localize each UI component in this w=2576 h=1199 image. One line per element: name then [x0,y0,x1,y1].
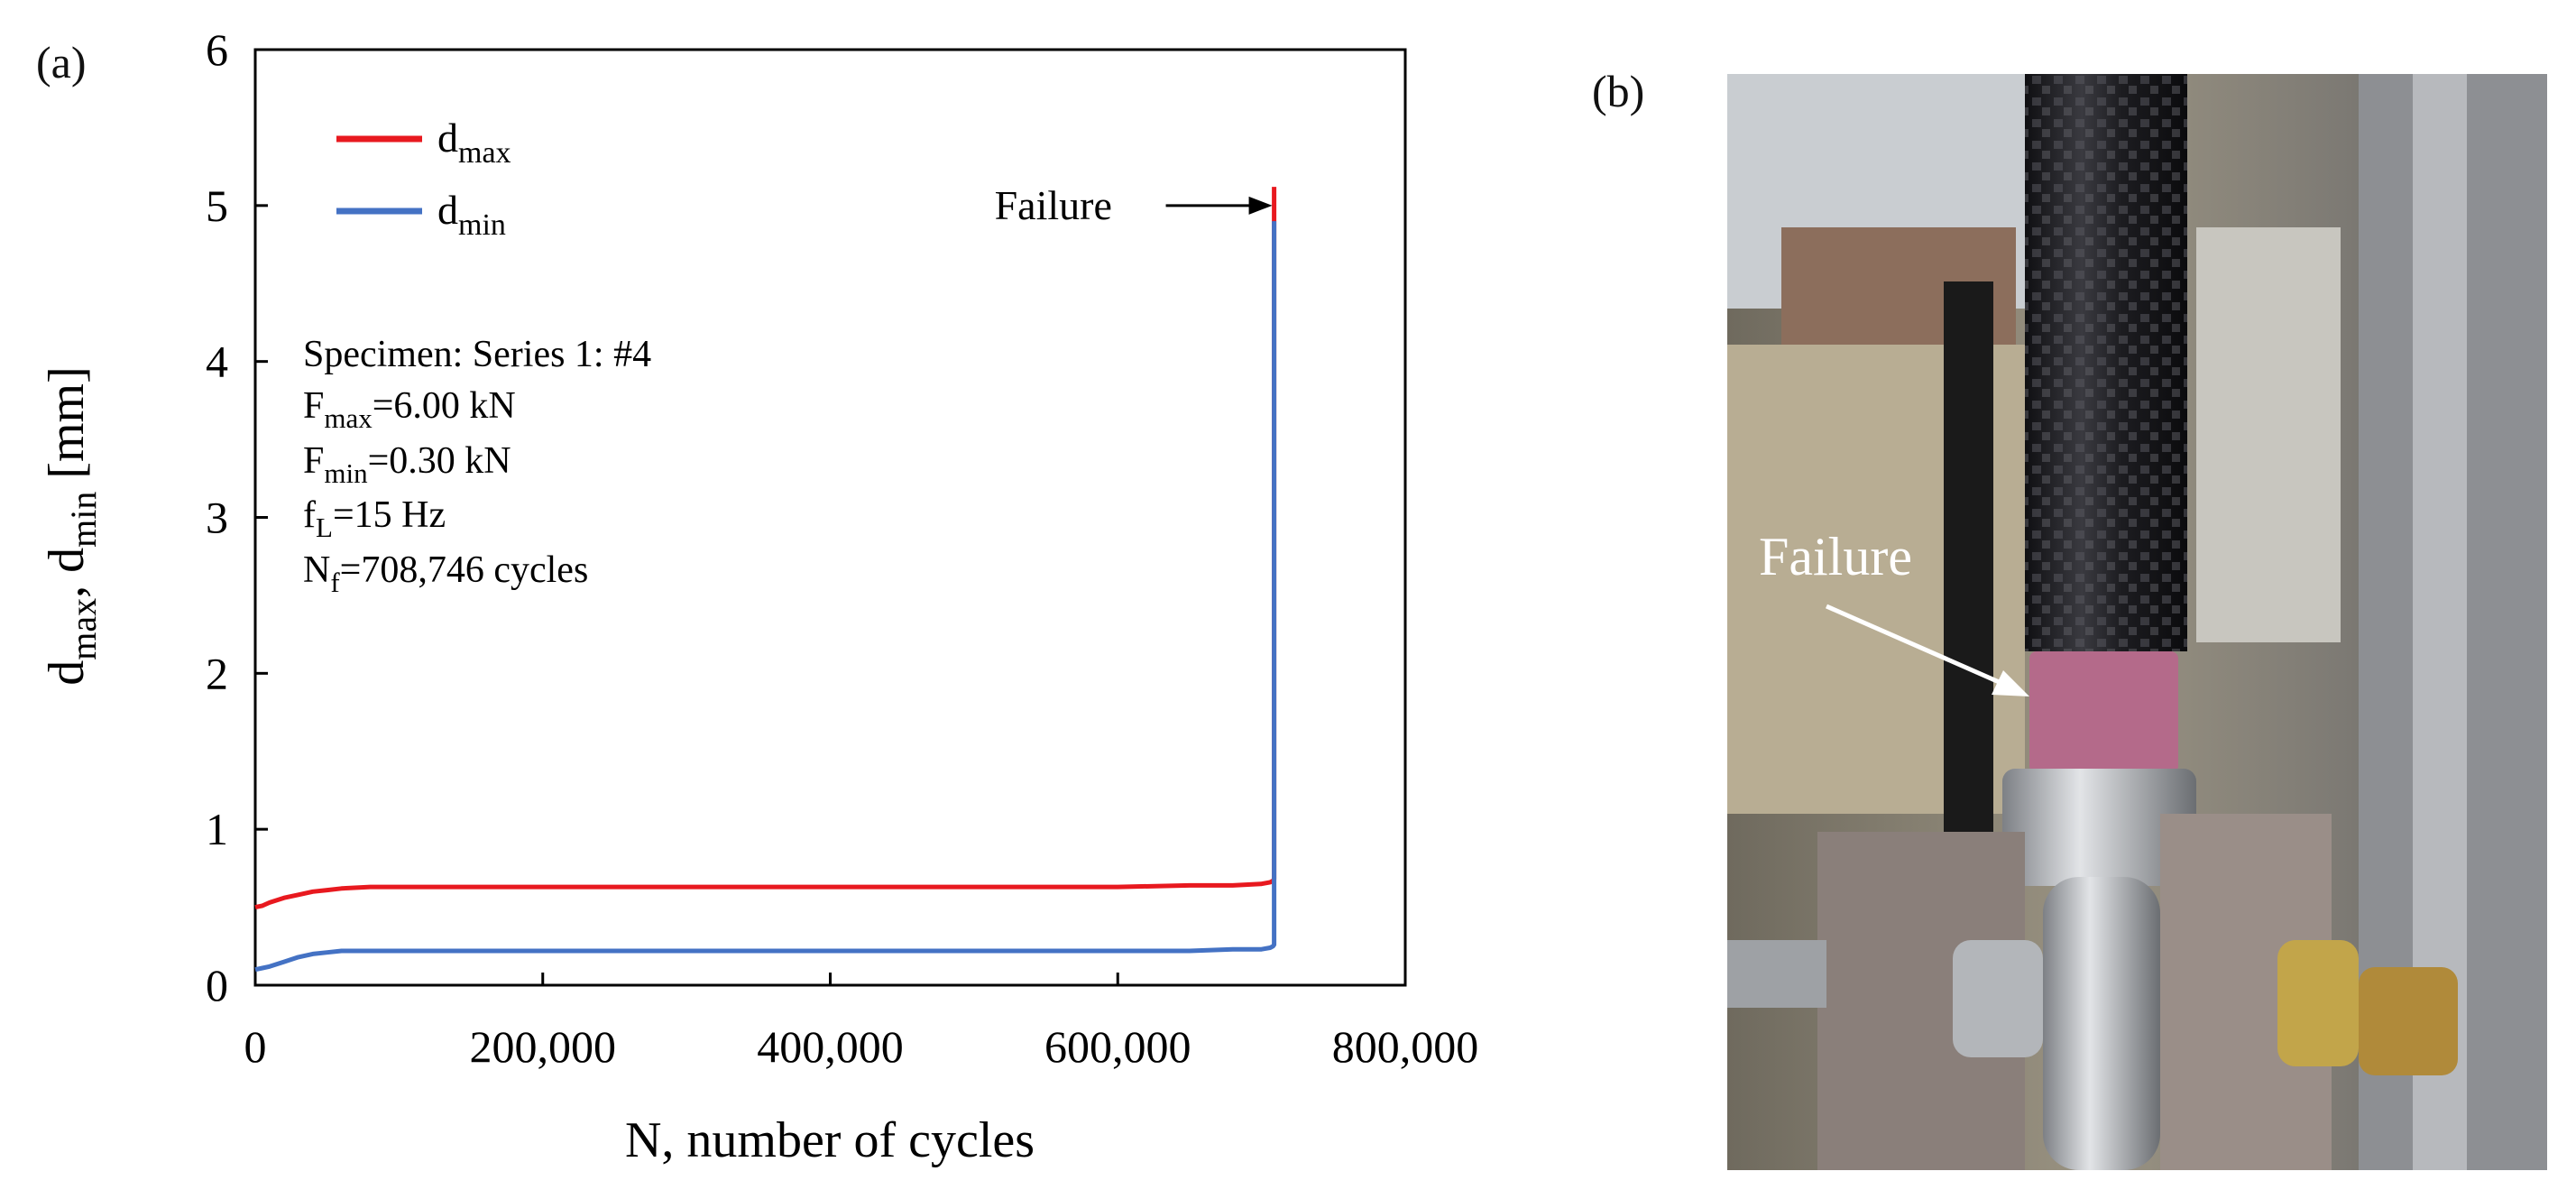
fatigue-chart: 0 200,000 400,000 600,000 800,000 0 1 2 3 4 5 6 N, … [39,24,1478,1168]
panel-label-b: (b) [1592,66,1645,116]
y-tick-label: 2 [206,648,228,698]
panel-label-a: (a) [36,37,87,88]
x-tick-label: 600,000 [1044,1021,1191,1072]
axis-ticks: 0 200,000 400,000 600,000 800,000 0 1 2 3 4 5 6 [206,24,1478,1072]
pink-collar [2029,651,2178,773]
y-tick-label: 5 [206,180,228,231]
y-tick-label: 0 [206,960,228,1010]
hex-nut [2002,769,2196,886]
x-axis-title: N, number of cycles [625,1112,1035,1168]
photo-failure-arrowhead [1992,670,2029,696]
failure-annotation: Failure [995,182,1273,228]
bearing-right [2277,940,2359,1066]
info-fmax: Fmax=6.00 kN [303,385,516,434]
bolt-left [1727,940,1826,1008]
bearing-left [1953,940,2043,1057]
series-layer [254,187,1277,973]
background-cable [1944,281,1993,868]
info-cycles-to-failure: Nf=708,746 cycles [303,549,588,598]
legend: dmax dmin [336,115,511,242]
y-tick-label: 3 [206,493,228,543]
specimen-info: Specimen: Series 1: #4 Fmax=6.00 kN Fmin… [303,334,651,598]
legend-label-dmax: dmax [437,115,511,170]
bolt-right [2359,967,2458,1075]
photo-failure-arrow [1825,604,2013,690]
info-specimen: Specimen: Series 1: #4 [303,334,651,375]
info-fmin: Fmin=0.30 kN [303,440,511,489]
y-tick-label: 6 [206,24,228,75]
y-tick-label: 1 [206,804,228,854]
x-tick-label: 800,000 [1332,1021,1479,1072]
failure-label: Failure [995,182,1112,228]
rod-end-eye [2043,877,2160,1170]
x-tick-label: 200,000 [470,1021,617,1072]
background-machine-right [2196,227,2341,642]
x-tick-label: 400,000 [757,1021,904,1072]
y-tick-label: 4 [206,337,228,387]
failure-arrowhead [1248,196,1273,215]
y-axis-title: dmax, dmin [mm] [39,366,104,686]
series-line-dmin [254,221,1277,973]
legend-label-dmin: dmin [437,187,506,242]
info-frequency: fL=15 Hz [303,494,446,543]
carbon-tube-weave [2025,74,2187,651]
series-line-dmax [254,187,1277,910]
x-tick-label: 0 [244,1021,267,1072]
specimen-photo: Failure [1727,74,2547,1170]
photo-failure-label: Failure [1759,527,1912,586]
